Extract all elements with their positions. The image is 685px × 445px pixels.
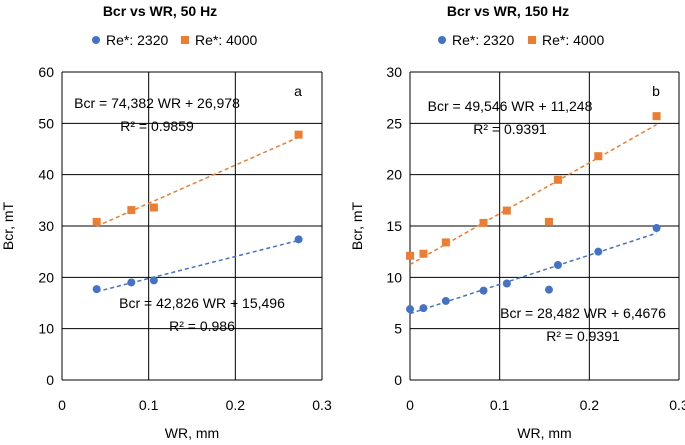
y-tick-label: 30 — [38, 218, 54, 234]
legend-marker-square — [181, 36, 189, 44]
x-tick-label: 0.2 — [580, 397, 600, 413]
x-tick-label: 0.2 — [226, 397, 246, 413]
y-tick-label: 10 — [38, 321, 54, 337]
y-tick-label: 0 — [46, 372, 54, 388]
trendline-equation: Bcr = 49,546 WR + 11,248 — [428, 98, 593, 114]
trendline-r2: R² = 0.9859 — [120, 118, 194, 134]
chart-title: Bcr vs WR, 150 Hz — [447, 3, 569, 19]
data-point-square — [419, 249, 428, 258]
x-axis-label: WR, mm — [165, 425, 219, 441]
data-point-circle — [652, 224, 661, 233]
y-tick-label: 20 — [386, 167, 402, 183]
data-point-circle — [441, 296, 450, 305]
x-tick-label: 0.1 — [139, 397, 159, 413]
data-point-square — [502, 206, 511, 215]
data-point-square — [149, 203, 158, 212]
trendline-r2: R² = 0.986 — [169, 318, 235, 334]
trendline — [409, 232, 657, 315]
y-axis-label: Bcr, mT — [0, 201, 16, 250]
data-point-square — [479, 218, 488, 227]
y-tick-label: 0 — [394, 372, 402, 388]
trendline-equation: Bcr = 28,482 WR + 6,4676 — [500, 305, 666, 321]
data-point-circle — [406, 305, 414, 314]
y-tick-label: 15 — [386, 218, 402, 234]
data-point-circle — [594, 247, 603, 256]
data-point-square — [92, 217, 101, 226]
panel-label: a — [294, 83, 302, 99]
legend-label: Re*: 2320 — [106, 32, 168, 48]
data-point-circle — [479, 286, 488, 295]
data-point-circle — [419, 304, 428, 313]
data-point-circle — [294, 235, 303, 244]
data-point-circle — [502, 279, 511, 288]
legend-marker-circle — [92, 36, 100, 44]
data-point-square — [594, 152, 603, 161]
data-point-square — [406, 251, 414, 260]
legend-marker-circle — [438, 36, 446, 44]
data-point-circle — [553, 261, 562, 270]
trendline-equation: Bcr = 74,382 WR + 26,978 — [74, 95, 240, 111]
legend-label: Re*: 4000 — [195, 32, 257, 48]
data-point-square — [441, 238, 450, 247]
data-point-circle — [92, 285, 101, 294]
trendline — [409, 123, 657, 266]
y-tick-label: 60 — [38, 64, 54, 80]
x-tick-label: 0 — [406, 397, 414, 413]
trendline-equation: Bcr = 42,826 WR + 15,496 — [119, 295, 285, 311]
trendline-r2: R² = 0.9391 — [473, 121, 547, 137]
y-tick-label: 5 — [394, 321, 402, 337]
data-point-circle — [544, 285, 553, 294]
data-point-square — [652, 112, 661, 121]
data-point-square — [127, 206, 136, 215]
panel-label: b — [652, 83, 660, 99]
x-tick-label: 0.1 — [490, 397, 510, 413]
y-axis-label: Bcr, mT — [349, 201, 365, 250]
legend-label: Re*: 2320 — [452, 32, 514, 48]
chart-title: Bcr vs WR, 50 Hz — [103, 3, 217, 19]
trendline-r2: R² = 0.9391 — [546, 328, 620, 344]
legend-marker-square — [528, 36, 536, 44]
y-tick-label: 50 — [38, 115, 54, 131]
data-point-circle — [127, 278, 136, 287]
x-tick-label: 0.3 — [669, 397, 685, 413]
data-point-square — [553, 175, 562, 184]
y-tick-label: 20 — [38, 269, 54, 285]
legend-label: Re*: 4000 — [542, 32, 604, 48]
data-point-square — [294, 130, 303, 139]
y-tick-label: 10 — [386, 269, 402, 285]
data-point-circle — [149, 276, 158, 285]
x-axis-label: WR, mm — [517, 425, 571, 441]
y-tick-label: 25 — [386, 115, 402, 131]
x-tick-label: 0.3 — [312, 397, 332, 413]
trendline — [96, 136, 299, 227]
y-tick-label: 40 — [38, 167, 54, 183]
data-point-square — [544, 217, 553, 226]
x-tick-label: 0 — [58, 397, 66, 413]
trendline — [96, 239, 299, 293]
y-tick-label: 30 — [386, 64, 402, 80]
